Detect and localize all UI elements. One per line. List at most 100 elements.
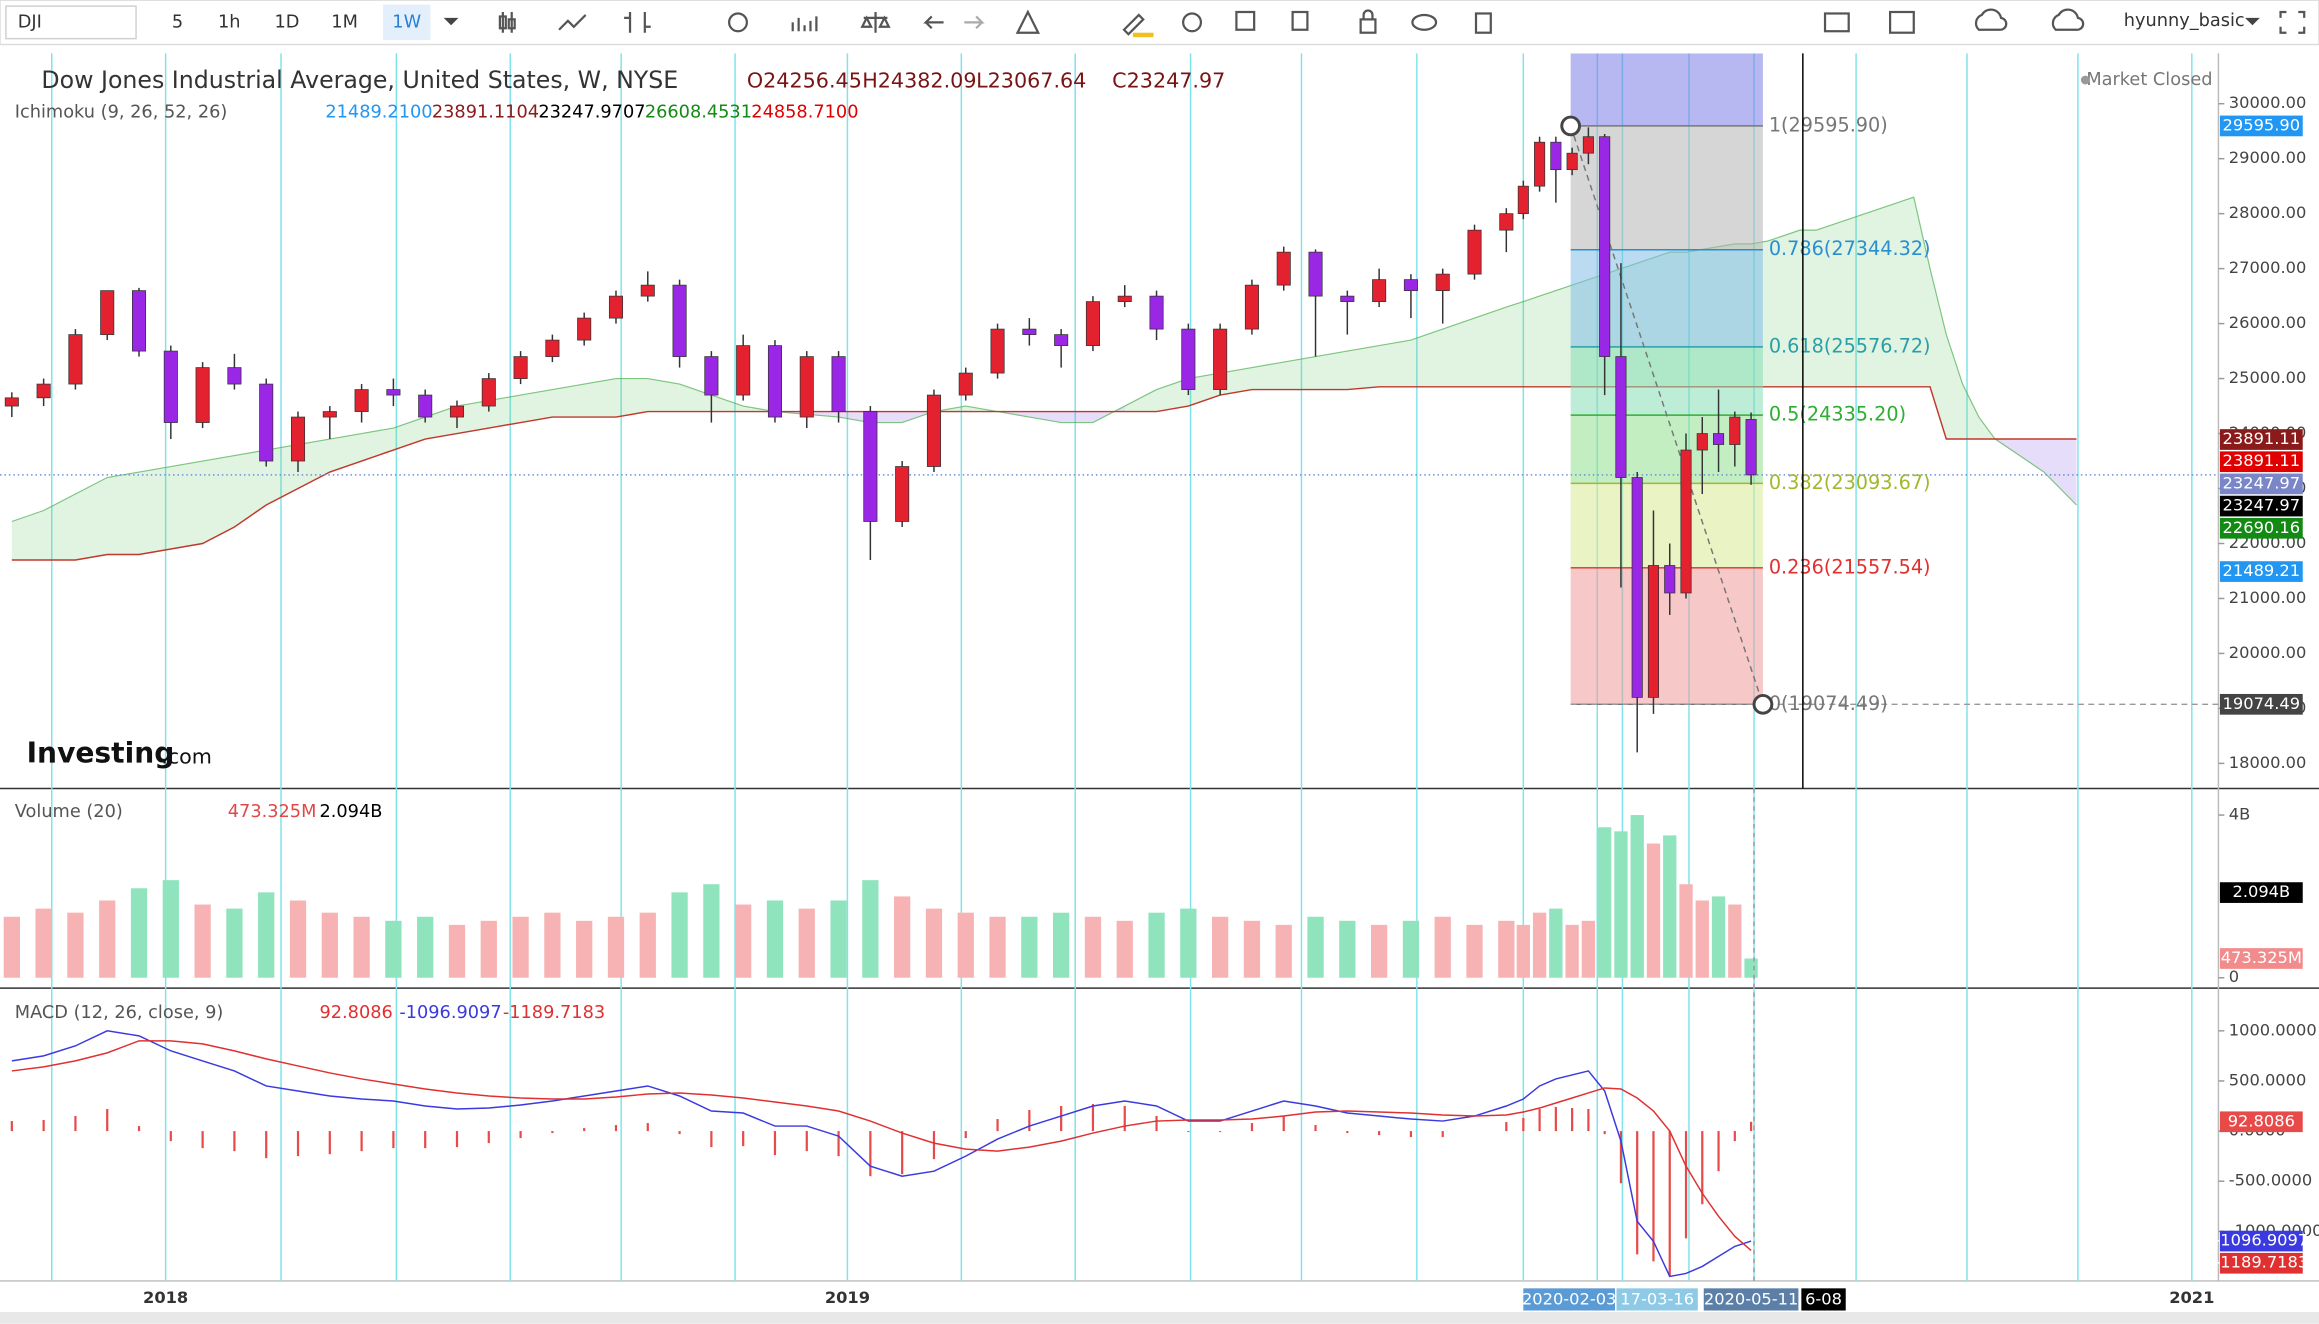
candle-body [1615,356,1627,478]
candle-body [1467,229,1482,275]
volume-bar [1053,912,1070,978]
candle-body [259,383,274,462]
cloud-fill [1156,378,1189,412]
fib-level-label: 0.618(25576.72) [1769,334,1931,357]
cloud-fill [1930,268,1947,440]
cloud-fill [838,411,871,423]
price-tag-label: 21489.21 [2223,561,2301,580]
candle-body [1664,565,1676,594]
cloud-fill [1962,384,1979,440]
macd-line [11,1030,1752,1278]
volume-bar [130,888,148,978]
ohlc-value: L23067.64 [976,69,1086,93]
volume-bar [703,884,720,978]
candle-body [863,411,878,522]
fib-level-label: 0.786(27344.32) [1769,237,1931,260]
y-tick-label: 0 [2229,967,2239,986]
tool-icons[interactable] [498,8,2306,36]
ichimoku-value: 23891.1104 [432,103,539,123]
candle-body [990,328,1005,374]
date-tag [1616,1288,1698,1311]
user-name[interactable]: hyunny_basic [2124,11,2245,31]
macd-legend-value: -1096.9097 [399,1003,501,1023]
cloud-fill [139,466,171,555]
price-tag-label: 29595.90 [2223,115,2301,134]
volume-bar [512,916,529,978]
candle-body [1372,279,1387,302]
volume-bar [289,900,307,978]
price-tag [2219,561,2303,582]
macd-tag-label: -1189.7183 [2214,1253,2308,1272]
ichimoku-name: Ichimoku (9, 26, 52, 26) [15,103,228,123]
cloud-fill [1832,219,1849,387]
cloud-fill [234,450,267,528]
fib-band [1570,483,1763,568]
volume-bar [989,916,1006,978]
y-tick-label: 20000.00 [2229,643,2307,662]
macd-pane [10,1030,1753,1278]
volume-bar [1339,920,1356,978]
macd-tag [2219,1111,2303,1133]
candle-body [290,416,306,462]
logo-suffix: .com [161,744,212,768]
signal-line [11,1040,1752,1251]
y-tick-label: 4B [2229,805,2251,824]
symbol: DJI [18,12,42,32]
macd-tag-label: -1096.9097 [2214,1231,2308,1250]
volume-bar [671,892,688,978]
volume-bar [894,896,911,978]
candle-body [1534,141,1546,187]
y-tick-label: 30000.00 [2229,93,2307,112]
y-tick-label: 21000.00 [2229,588,2307,607]
interval-button[interactable]: 1h [218,12,241,32]
price-tag-label: 23891.11 [2223,451,2301,470]
macd-name: MACD (12, 26, close, 9) [15,1003,224,1023]
candle-body [577,317,592,341]
chart-title: Dow Jones Industrial Average, United Sta… [41,66,678,94]
volume-bar [1598,827,1612,978]
volume-bar [1402,920,1420,978]
candle-body [195,367,210,423]
interval-button[interactable]: 1W [392,12,421,32]
date-tag-label: 2020-02-03 [1522,1290,1616,1309]
candle-body [1566,152,1578,171]
cloud-fill [1347,345,1380,390]
macd-legend-value: 92.8086 [319,1003,392,1023]
candle-body [799,356,814,418]
interval-button[interactable]: 1D [274,12,299,32]
volume-bar [1728,904,1742,978]
interval-button[interactable]: 1M [331,12,358,32]
candle-body [1696,433,1708,451]
ichimoku-value: 26608.4531 [645,103,752,123]
volume-bar [480,920,497,978]
cloud-fill [1315,351,1348,390]
fib-level-label: 0.236(21557.54) [1769,555,1931,578]
candle-body [1022,328,1037,335]
cloud-fill [1442,318,1475,387]
price-tag [2219,115,2303,137]
fib-level-label: 0(19074.49) [1769,692,1888,715]
price-tag-label: 2.094B [2232,882,2290,901]
price-tag [2219,429,2303,450]
price-tag-label: 473.325M [2221,948,2302,967]
cloud-fill [1767,235,1784,387]
candle-body [227,367,242,385]
candle-body [1517,185,1529,215]
cloud-fill [1897,197,1914,387]
cloud-fill [1061,411,1093,423]
candle-body [1550,141,1562,171]
symbol-box[interactable] [5,5,137,40]
candle-body [831,356,846,412]
cloud-fill [488,395,521,429]
cloud-fill [1410,329,1443,387]
price-tag [2219,517,2303,539]
volume-bar [353,916,370,978]
candle-body [1149,295,1164,330]
cloud-fill [75,477,108,560]
candle-body [1085,301,1100,346]
volume-bar [99,900,116,978]
ohlc-value: O24256.45 [747,69,862,93]
interval-button[interactable]: 5 [172,12,183,32]
candle-body [545,339,560,357]
